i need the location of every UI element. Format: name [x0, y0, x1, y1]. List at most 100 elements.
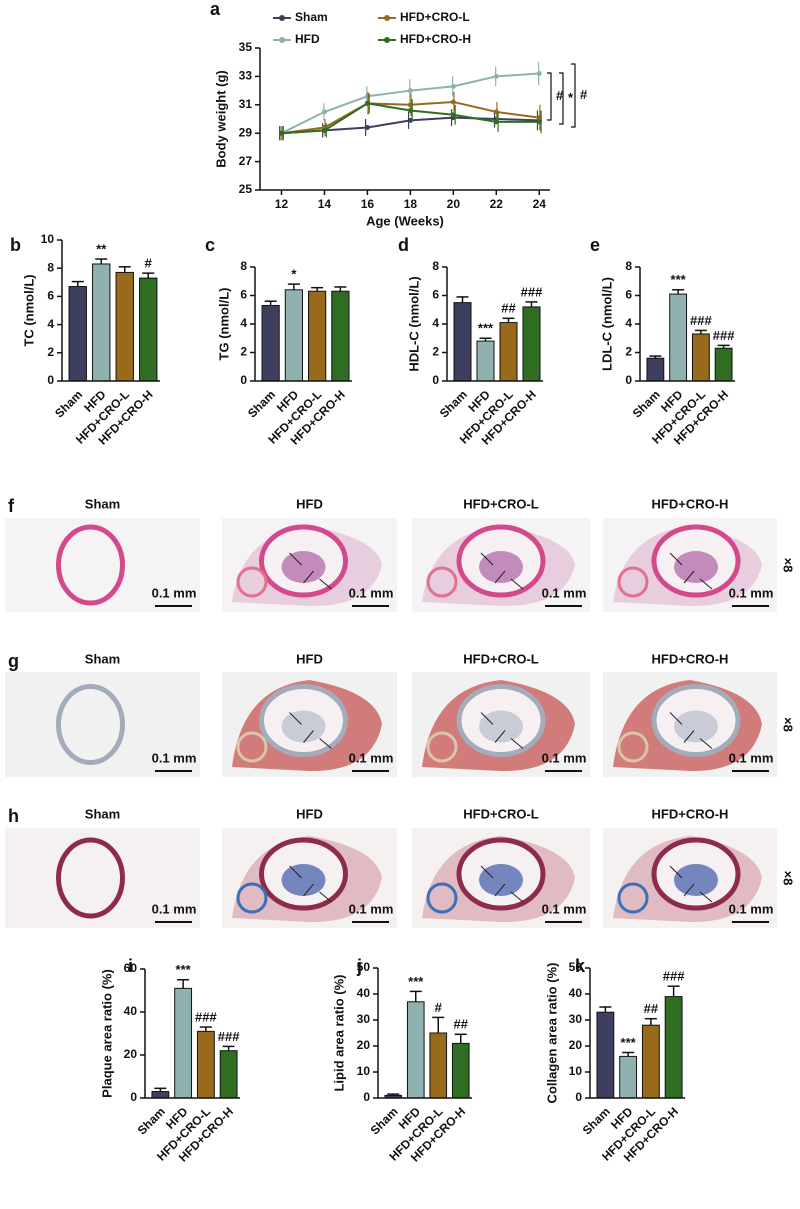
marker	[536, 71, 542, 77]
scale-bar-label: 0.1 mm	[152, 585, 197, 600]
y-tick-label: 2	[47, 345, 54, 359]
bar	[499, 322, 518, 382]
pointer	[510, 891, 524, 903]
bar	[451, 1042, 470, 1099]
bracket	[547, 72, 552, 121]
bar	[196, 1030, 215, 1099]
bar	[331, 290, 350, 382]
y-tick-label: 30	[569, 1012, 583, 1026]
plaque	[281, 551, 326, 583]
y-tick-label: 8	[625, 259, 632, 273]
y-axis-label: HDL-C (nmol/L)	[406, 276, 421, 371]
pointer	[669, 552, 683, 566]
bracket-label: #	[580, 87, 588, 102]
y-axis-label: LDL-C (nmol/L)	[599, 277, 614, 371]
y-tick-label: 0	[432, 373, 439, 387]
pointer	[699, 578, 713, 590]
y-tick-label: 8	[240, 259, 247, 273]
marker	[493, 73, 499, 79]
column-title: HFD+CRO-H	[652, 806, 729, 821]
bar	[619, 1055, 638, 1099]
bracket-label: #	[556, 88, 564, 103]
plaque	[479, 551, 523, 583]
pointer	[699, 738, 713, 749]
significance-label: ###	[218, 1029, 240, 1044]
pointer	[289, 552, 302, 566]
significance-label: ###	[690, 313, 712, 328]
y-tick-label: 0	[130, 1090, 137, 1104]
side-vessel	[236, 882, 268, 914]
side-vessel	[617, 882, 649, 914]
column-title: HFD	[296, 806, 323, 821]
marker	[364, 100, 370, 106]
y-tick-label: 10	[357, 1064, 371, 1078]
pointer	[480, 865, 494, 879]
bar	[669, 293, 688, 382]
significance-label: ***	[478, 321, 494, 336]
legend-marker	[279, 15, 285, 21]
legend-label: Sham	[295, 10, 328, 24]
x-axis-label: Age (Weeks)	[366, 213, 444, 228]
panel-label: i	[128, 956, 133, 976]
marker	[278, 130, 284, 136]
bracket-label: *	[568, 90, 574, 105]
vessel-wall	[56, 837, 125, 919]
scale-bar-label: 0.1 mm	[152, 901, 197, 916]
pointer	[480, 712, 494, 725]
panel-label: h	[8, 806, 19, 826]
pointer	[494, 730, 506, 743]
y-tick-label: 6	[240, 288, 247, 302]
y-tick-label: 8	[432, 259, 439, 273]
pointer	[683, 883, 695, 897]
x-tick-label: Sham	[245, 387, 278, 420]
y-axis-label: TG (nmol/L)	[216, 288, 231, 361]
significance-label: ##	[454, 1017, 469, 1032]
column-title: Sham	[85, 496, 120, 511]
bar	[219, 1050, 238, 1099]
pointer	[510, 578, 524, 590]
legend-marker	[279, 37, 285, 43]
pointer	[669, 865, 683, 879]
significance-label: ###	[713, 328, 735, 343]
pointer	[303, 730, 314, 743]
scale-bar-label: 0.1 mm	[542, 750, 587, 765]
marker	[450, 112, 456, 118]
bar	[284, 289, 303, 382]
side-vessel	[617, 566, 649, 598]
marker	[364, 125, 370, 131]
y-tick-label: 29	[239, 125, 253, 139]
scale-bar-label: 0.1 mm	[349, 901, 394, 916]
y-tick-label: 10	[41, 232, 55, 246]
y-tick-label: 0	[240, 373, 247, 387]
scale-bar-label: 0.1 mm	[729, 901, 774, 916]
y-tick-label: 40	[124, 1004, 138, 1018]
pointer	[683, 730, 695, 743]
y-tick-label: 10	[569, 1064, 583, 1078]
bar	[115, 271, 134, 382]
x-tick-label: 18	[404, 197, 418, 211]
marker	[536, 119, 542, 125]
significance-label: ***	[621, 1035, 637, 1050]
x-tick-label: Sham	[437, 387, 470, 420]
significance-label: ##	[644, 1001, 659, 1016]
marker	[407, 107, 413, 113]
marker	[321, 127, 327, 133]
bracket	[571, 63, 576, 128]
y-tick-label: 31	[239, 97, 253, 111]
y-tick-label: 20	[124, 1047, 138, 1061]
x-tick-label: 12	[275, 197, 289, 211]
plaque	[479, 710, 523, 743]
y-tick-label: 20	[569, 1038, 583, 1052]
y-tick-label: 4	[47, 317, 54, 331]
marker	[407, 88, 413, 94]
bar	[476, 340, 495, 382]
bar	[429, 1032, 448, 1099]
plaque	[674, 864, 718, 896]
significance-label: ***	[408, 974, 424, 989]
panel-label: a	[210, 0, 221, 19]
y-tick-label: 20	[357, 1038, 371, 1052]
y-tick-label: 50	[569, 960, 583, 974]
side-vessel	[236, 566, 268, 598]
y-tick-label: 60	[124, 961, 138, 975]
